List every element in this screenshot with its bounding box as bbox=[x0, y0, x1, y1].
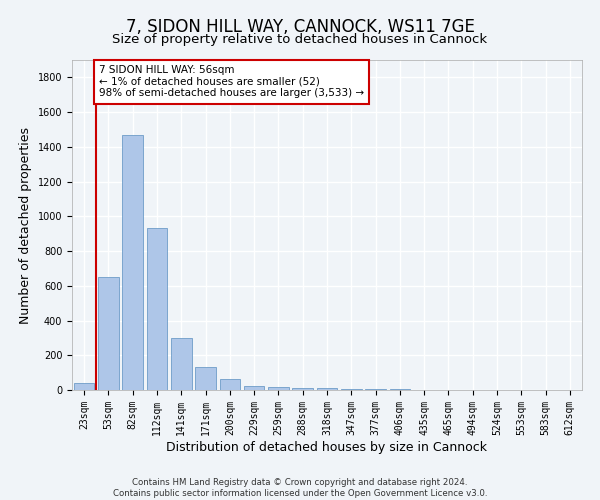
Bar bbox=[317, 388, 337, 390]
Bar bbox=[122, 134, 143, 390]
Bar bbox=[146, 228, 167, 390]
Bar bbox=[292, 388, 313, 390]
Text: Size of property relative to detached houses in Cannock: Size of property relative to detached ho… bbox=[112, 32, 488, 46]
Bar bbox=[365, 389, 386, 390]
Text: Contains HM Land Registry data © Crown copyright and database right 2024.
Contai: Contains HM Land Registry data © Crown c… bbox=[113, 478, 487, 498]
Text: 7 SIDON HILL WAY: 56sqm
← 1% of detached houses are smaller (52)
98% of semi-det: 7 SIDON HILL WAY: 56sqm ← 1% of detached… bbox=[99, 65, 364, 98]
Y-axis label: Number of detached properties: Number of detached properties bbox=[19, 126, 32, 324]
Bar bbox=[341, 389, 362, 390]
Bar bbox=[98, 277, 119, 390]
X-axis label: Distribution of detached houses by size in Cannock: Distribution of detached houses by size … bbox=[167, 440, 487, 454]
Bar bbox=[195, 366, 216, 390]
Bar bbox=[74, 383, 94, 390]
Bar bbox=[220, 378, 240, 390]
Bar bbox=[244, 386, 265, 390]
Bar bbox=[268, 388, 289, 390]
Bar bbox=[171, 338, 191, 390]
Text: 7, SIDON HILL WAY, CANNOCK, WS11 7GE: 7, SIDON HILL WAY, CANNOCK, WS11 7GE bbox=[125, 18, 475, 36]
